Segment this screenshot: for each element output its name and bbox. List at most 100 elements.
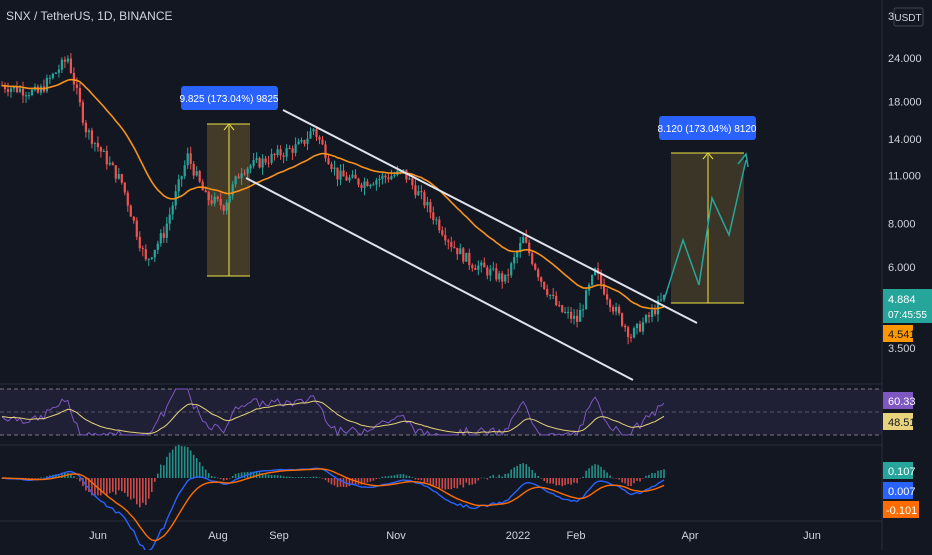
macd-histogram-bar bbox=[441, 478, 444, 489]
macd-histogram-bar bbox=[639, 478, 641, 482]
candle-body bbox=[21, 88, 25, 96]
macd-histogram-bar bbox=[630, 478, 632, 487]
projected-measure-group[interactable] bbox=[671, 152, 744, 304]
candle-body bbox=[432, 212, 435, 220]
past-move-label[interactable]: 9.825 (173.04%) 9825 bbox=[180, 86, 279, 110]
candle-body bbox=[459, 248, 462, 255]
candle-body bbox=[426, 202, 429, 206]
candle-body bbox=[180, 176, 183, 180]
candle-body bbox=[351, 174, 354, 178]
scale-top-label: 3 bbox=[888, 11, 894, 23]
price-tick-label: 3.500 bbox=[888, 343, 916, 355]
macd-histogram-bar bbox=[651, 473, 653, 478]
price-ticks-group: 3.500 6.000 8.000 11.000 14.000 18.000 24.000 bbox=[888, 53, 922, 355]
candle-body bbox=[635, 323, 639, 329]
macd-histogram-bar bbox=[183, 446, 186, 478]
macd-histogram-bar bbox=[106, 478, 108, 496]
macd-histogram-bar bbox=[174, 446, 177, 478]
signal-value-tag-bg bbox=[883, 501, 919, 518]
candle-body bbox=[582, 309, 585, 311]
candle-body bbox=[267, 162, 270, 164]
candle-body bbox=[24, 95, 28, 97]
candle-body bbox=[573, 315, 576, 319]
rsi-ma-value-tag-bg bbox=[883, 413, 913, 430]
macd-histogram-bar bbox=[109, 478, 111, 494]
channel-upper-line[interactable] bbox=[282, 109, 698, 324]
candle-body bbox=[291, 148, 294, 153]
macd-histogram-bar bbox=[552, 478, 554, 484]
macd-histogram-bar bbox=[168, 452, 171, 478]
candle-body bbox=[597, 268, 600, 274]
macd-histogram-bar bbox=[483, 477, 486, 479]
macd-histogram-bar bbox=[127, 478, 129, 497]
time-tick-label: Feb bbox=[567, 530, 586, 542]
candle-body bbox=[225, 202, 228, 211]
macd-histogram-bar bbox=[429, 478, 432, 485]
ma-value-text: 4.541 bbox=[888, 329, 916, 341]
macd-histogram-bar bbox=[252, 471, 255, 478]
currency-badge-text: USDT bbox=[894, 13, 921, 24]
macd-histogram-bar bbox=[231, 476, 234, 478]
macd-histogram-bar bbox=[585, 470, 587, 478]
macd-histogram-bar bbox=[37, 478, 39, 479]
candle-body bbox=[632, 328, 636, 338]
macd-histogram-bar bbox=[177, 444, 180, 478]
macd-histogram-bar bbox=[94, 478, 96, 496]
ma-value-tag: 4.541 bbox=[883, 325, 916, 342]
macd-histogram-bar bbox=[549, 478, 551, 484]
past-move-label-text: 9.825 (173.04%) 9825 bbox=[180, 94, 279, 105]
rsi-ma-line bbox=[1, 400, 665, 434]
candle-body bbox=[297, 141, 300, 145]
macd-histogram-bar bbox=[225, 478, 228, 480]
candle-body bbox=[117, 174, 120, 179]
channel-lower-line[interactable] bbox=[245, 177, 634, 381]
macd-histogram-bar bbox=[100, 478, 102, 496]
macd-histogram-bar bbox=[558, 478, 560, 486]
candle-body bbox=[600, 273, 603, 284]
macd-histogram-bar bbox=[219, 478, 222, 480]
macd-histogram-bar bbox=[192, 454, 195, 478]
candle-body bbox=[546, 288, 549, 295]
candle-body bbox=[462, 248, 465, 262]
macd-histogram-bar bbox=[615, 478, 617, 479]
time-tick-label: Jun bbox=[89, 530, 107, 542]
macd-histogram-bar bbox=[372, 478, 375, 481]
macd-histogram-bar bbox=[417, 478, 420, 480]
candle-body bbox=[144, 249, 147, 260]
macd-value-text: 0.007 bbox=[888, 486, 916, 498]
candle-body bbox=[78, 87, 81, 103]
candle-body bbox=[147, 258, 150, 260]
candle-body bbox=[420, 191, 423, 193]
candle-body bbox=[129, 205, 132, 217]
candle-body bbox=[102, 151, 105, 152]
currency-badge[interactable] bbox=[893, 7, 924, 27]
candle-body bbox=[510, 263, 513, 276]
macd-histogram-bar bbox=[336, 478, 339, 488]
macd-histogram-bar bbox=[528, 466, 530, 478]
macd-histogram-bar bbox=[576, 478, 578, 484]
candle-body bbox=[69, 58, 72, 73]
macd-histogram-bar bbox=[633, 478, 635, 484]
candle-body bbox=[612, 307, 615, 312]
projected-move-label[interactable]: 8.120 (173.04%) 8120 bbox=[658, 116, 757, 140]
macd-histogram-bar bbox=[660, 470, 662, 478]
candle-body bbox=[339, 170, 342, 180]
candle-body bbox=[309, 131, 312, 139]
macd-histogram-bar bbox=[279, 475, 282, 478]
candle-body bbox=[141, 248, 144, 250]
macd-histogram-bar bbox=[591, 465, 593, 478]
time-tick-label: Jun bbox=[803, 530, 821, 542]
candle-body bbox=[93, 142, 96, 144]
macd-histogram-bar bbox=[537, 476, 539, 478]
candle-body bbox=[540, 277, 543, 282]
candle-body bbox=[300, 140, 303, 142]
macd-histogram-bar bbox=[321, 478, 324, 479]
candle-body bbox=[342, 170, 345, 177]
candle-body bbox=[591, 275, 594, 285]
macd-histogram-bar bbox=[130, 478, 132, 500]
past-measure-group[interactable] bbox=[207, 123, 250, 277]
macd-histogram-bar bbox=[390, 475, 393, 478]
symbol-title[interactable]: SNX / TetherUS, 1D, BINANCE bbox=[6, 9, 173, 23]
projection-path[interactable] bbox=[663, 159, 747, 301]
